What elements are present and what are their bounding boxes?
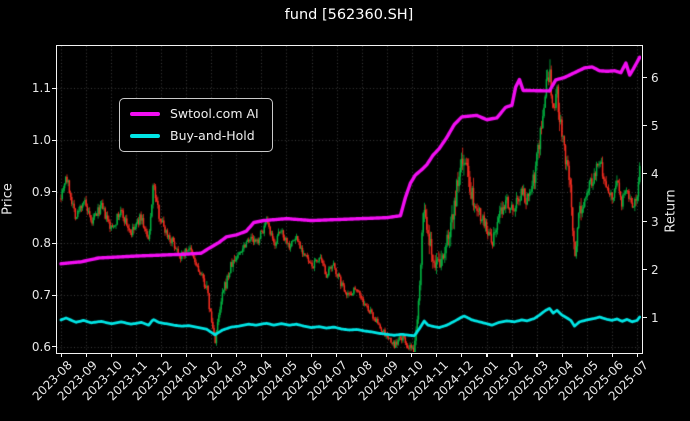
right-axis-label: Return [663,189,679,233]
left-tick-mark [52,139,56,141]
x-tick-mark [135,353,137,357]
chart-canvas [57,46,641,352]
right-tick-mark [643,269,647,271]
x-tick-mark [411,353,413,357]
plot-area: Swtool.com AI Buy-and-Hold [56,45,643,354]
right-tick-mark [643,125,647,127]
x-tick-mark [336,353,338,357]
x-tick-mark [235,353,238,357]
legend-label-ai: Swtool.com AI [170,106,259,121]
price-tick-label: 0.9 [31,184,51,199]
left-tick-mark [52,87,56,90]
left-tick-mark [52,242,56,245]
x-tick-mark [561,353,563,357]
legend-entry-ai: Swtool.com AI [130,107,259,121]
x-tick-mark [611,353,613,357]
x-tick-mark [285,353,288,357]
return-tick-label: 5 [651,118,659,133]
left-tick-mark [52,346,56,348]
x-tick-mark [586,353,588,357]
legend-entry-buyhold: Buy-and-Hold [130,129,259,143]
price-tick-label: 0.7 [31,288,51,303]
return-tick-label: 3 [651,214,659,229]
right-tick-mark [643,221,647,223]
x-tick-mark [210,353,212,357]
right-tick-mark [643,77,647,79]
return-tick-label: 2 [651,262,659,277]
x-tick-mark [85,353,87,357]
x-tick-mark [536,353,538,357]
legend-label-buyhold: Buy-and-Hold [170,128,255,143]
price-tick-label: 0.6 [31,339,51,354]
left-tick-mark [52,191,56,193]
x-tick-mark [461,353,463,357]
return-tick-label: 4 [651,166,659,181]
x-tick-mark [361,353,363,357]
chart-title: fund [562360.SH] [284,7,414,23]
x-tick-mark [185,353,187,357]
legend-line-swatch-cyan [130,134,160,138]
legend: Swtool.com AI Buy-and-Hold [119,98,273,152]
x-tick-mark [110,353,112,357]
legend-line-swatch-magenta [130,112,160,116]
x-tick-mark [436,353,438,357]
right-tick-mark [643,173,647,175]
x-tick-mark [60,353,62,357]
x-tick-mark [511,353,513,357]
x-tick-mark [636,353,638,357]
x-tick-mark [386,353,388,357]
left-tick-mark [52,294,56,296]
x-tick-mark [486,353,488,357]
x-tick-mark [260,353,263,357]
x-tick-mark [160,353,162,357]
price-tick-label: 1.1 [31,81,51,96]
price-tick-label: 0.8 [31,236,51,251]
x-tick-mark [311,353,313,357]
return-tick-label: 6 [651,70,659,85]
left-axis-label: Price [0,183,16,215]
return-tick-label: 1 [651,310,659,325]
price-tick-label: 1.0 [31,133,51,148]
right-tick-mark [643,317,647,319]
